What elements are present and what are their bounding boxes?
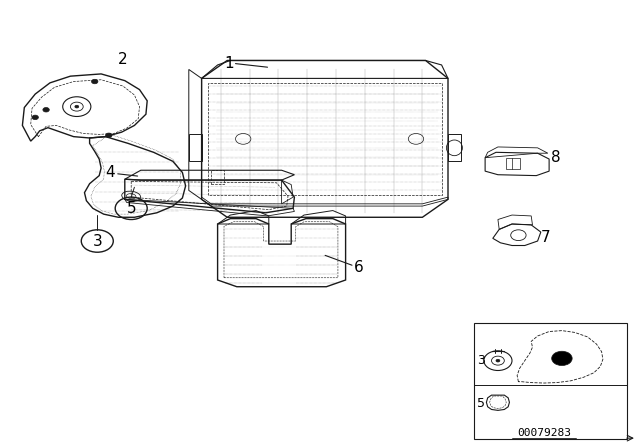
Circle shape — [106, 133, 112, 138]
Text: 7: 7 — [540, 230, 550, 245]
Text: 2: 2 — [118, 52, 128, 67]
Text: 8: 8 — [550, 150, 561, 165]
Circle shape — [496, 359, 500, 362]
Bar — [474, 323, 627, 439]
Text: 5: 5 — [126, 201, 136, 216]
Circle shape — [75, 105, 79, 108]
Circle shape — [552, 351, 572, 366]
Text: 3: 3 — [92, 233, 102, 249]
Text: 6: 6 — [353, 260, 364, 275]
Circle shape — [92, 79, 98, 84]
Text: 3: 3 — [477, 354, 485, 367]
Text: 1: 1 — [224, 56, 234, 71]
Text: 4: 4 — [105, 165, 115, 181]
Text: 00079283: 00079283 — [517, 428, 571, 438]
Circle shape — [32, 115, 38, 120]
Circle shape — [43, 108, 49, 112]
Text: 5: 5 — [477, 396, 485, 410]
